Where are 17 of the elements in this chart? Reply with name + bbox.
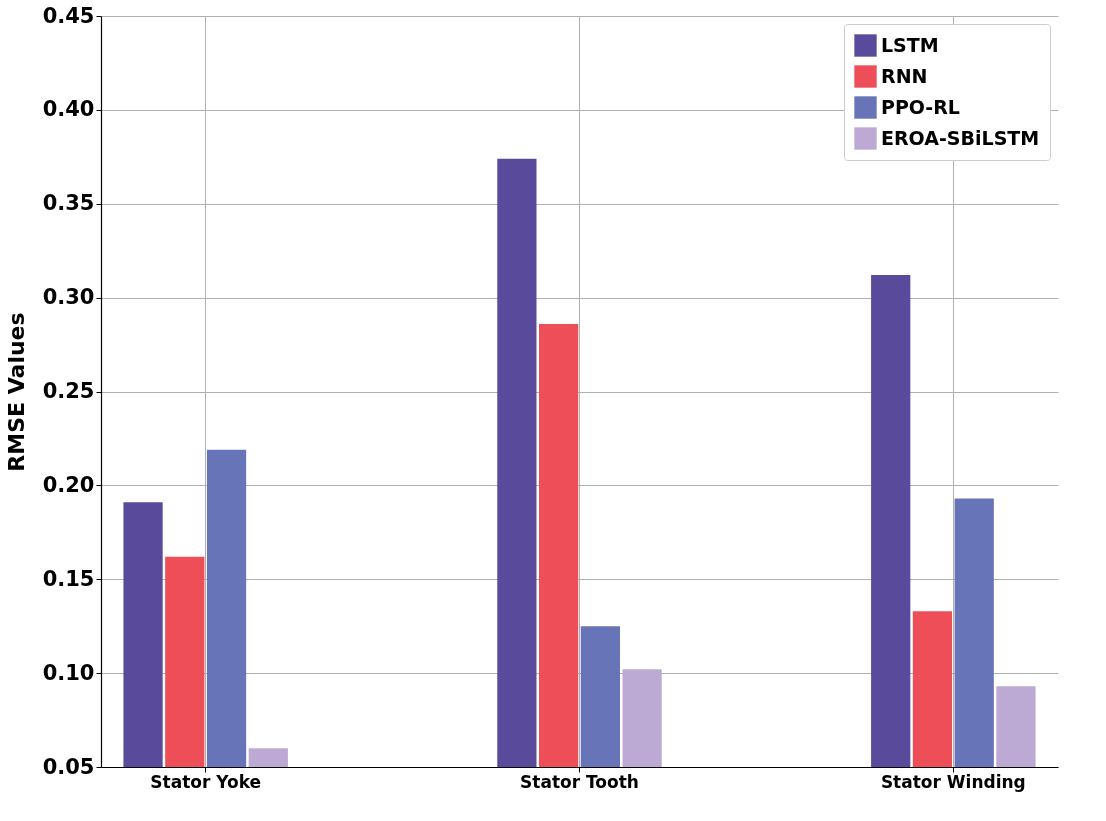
- y-tick-label: 0.45: [42, 3, 95, 28]
- y-tick-label: 0.10: [42, 660, 95, 685]
- x-tick-label: Stator Winding: [880, 771, 1026, 792]
- y-tick-label: 0.35: [42, 191, 95, 216]
- y-tick-label: 0.05: [42, 754, 95, 779]
- y-tick-label: 0.30: [42, 285, 95, 310]
- legend-label: PPO-RL: [881, 95, 960, 118]
- legend-label: LSTM: [881, 33, 939, 56]
- y-tick-label: 0.40: [42, 97, 95, 122]
- x-tick-label: Stator Tooth: [520, 771, 639, 792]
- y-tick-label: 0.25: [42, 379, 95, 403]
- y-tick-label: 0.20: [42, 472, 95, 497]
- y-tick-label: 0.15: [42, 566, 95, 591]
- legend-label: RNN: [881, 64, 928, 87]
- y-axis-title: RMSE Values: [3, 312, 29, 472]
- x-tick-label: Stator Yoke: [150, 771, 262, 792]
- legend-label: EROA-SBiLSTM: [881, 126, 1040, 149]
